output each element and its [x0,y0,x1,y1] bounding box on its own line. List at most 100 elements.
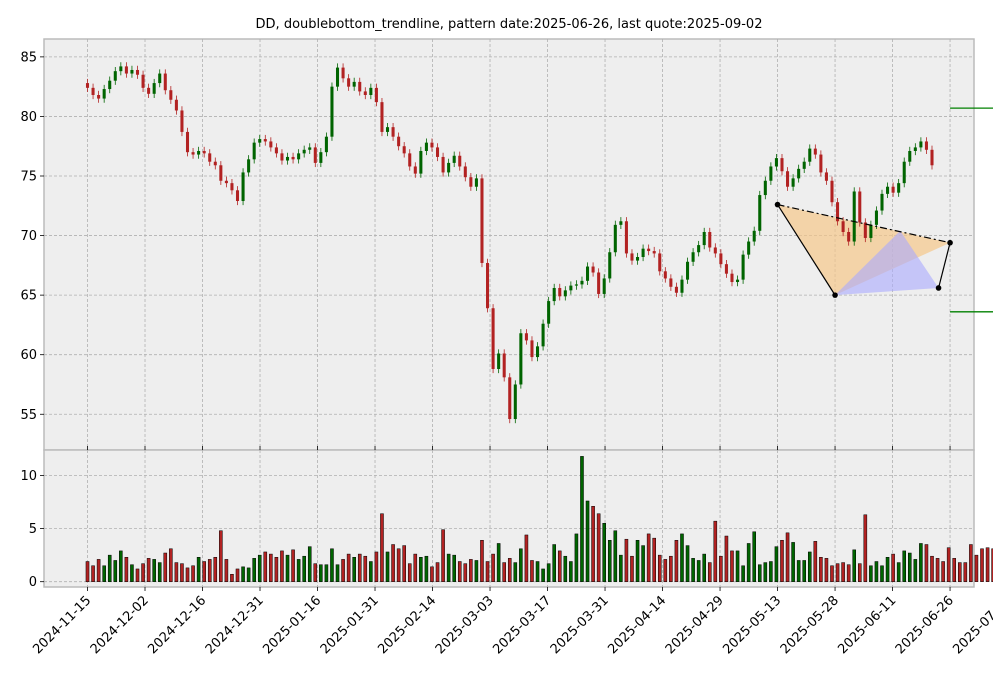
x-tick-label: 2024-11-15 [30,593,94,657]
volume-bar [552,544,556,582]
candle-body [869,224,873,238]
candle-body [302,149,306,154]
y-tick-label: 80 [20,110,37,125]
volume-bar [502,562,506,582]
candle-body [397,136,401,147]
volume-bar [413,553,418,582]
x-tick-label: 2025-06-11 [835,593,899,657]
volume-bar [180,563,184,582]
candle-body [291,156,295,160]
candle-body [563,290,567,297]
volume-bar [896,562,901,582]
candle-body [624,221,628,254]
x-tick-label: 2025-01-31 [318,593,382,657]
volume-bar [524,534,529,582]
volume-bar [580,456,584,582]
volume-bar [102,565,106,582]
volume-bar [619,554,623,582]
volume-bar [213,557,218,582]
volume-bar [113,560,118,582]
candle-body [130,69,134,74]
candle-body [897,183,901,193]
candle-body [824,172,828,181]
volume-bar [469,559,473,582]
candle-body [630,253,634,261]
candle-body [852,191,856,242]
volume-bar [269,553,273,582]
x-tick-label: 2025-01-16 [260,593,324,657]
volume-bar [330,548,334,582]
candle-body [880,193,884,211]
candle-body [474,178,478,187]
candle-body [641,248,645,258]
volume-bar [752,531,756,582]
volume-bar [902,550,906,582]
volume-bar [530,560,534,582]
y-tick-label: 75 [20,170,37,185]
candle-body [119,66,123,72]
candle-body [413,166,417,174]
candle-body [341,67,345,79]
volume-bar [352,557,356,582]
volume-bar [546,563,551,582]
volume-bar [130,564,134,582]
volume-bar [485,561,490,582]
x-tick-label: 2025-03-17 [490,593,554,657]
volume-bar [535,561,540,582]
volume-bar [280,550,284,582]
volume-bar [946,547,951,582]
candle-body [619,221,623,225]
candle-body [230,183,234,191]
candle-body [608,252,612,279]
volume-bar [719,555,723,582]
candle-body [252,142,256,160]
volume-bar [263,551,268,582]
x-tick-label: 2024-12-31 [203,593,267,657]
volume-bar [557,550,562,582]
volume-bar [624,538,629,582]
candle-body [813,148,817,155]
candle-body [308,147,312,150]
candle-body [497,353,501,369]
volume-bar [435,562,440,582]
volume-bar [207,559,212,582]
candle-body [602,278,606,294]
volume-bar [741,565,745,582]
volume-bar [863,514,868,582]
candle-body [591,266,595,273]
candle-body [613,224,617,253]
volume-bar [385,551,390,582]
volume-bar [91,565,95,582]
volume-bar [807,551,812,582]
x-tick-label: 2024-12-02 [88,593,152,657]
candle-body [858,191,862,223]
volume-bar [735,550,740,582]
volume-bar [446,553,451,582]
volume-bar [774,546,779,582]
x-tick-label: 2025-07-11 [950,593,993,657]
volume-bar [669,555,673,582]
y-tick-label: 55 [20,408,37,423]
candle-body [274,147,278,154]
volume-bar [652,537,656,582]
volume-bar [791,542,795,582]
volume-bar [991,548,993,582]
candle-body [863,222,867,238]
candle-body [319,152,323,163]
volume-bar [785,532,790,582]
candle-body [508,377,512,420]
candle-body [636,257,640,261]
volume-bar [657,554,662,582]
candle-body [847,231,851,242]
volume-bar [491,553,495,582]
volume-bar [463,563,468,582]
candle-body [924,141,928,150]
candle-body [108,80,112,90]
volume-bar [869,565,873,582]
volume-bar [296,559,301,582]
candle-body [191,152,195,155]
candle-body [269,141,273,148]
volume-bar [974,554,979,582]
candle-body [352,81,356,87]
candle-body [680,279,684,293]
